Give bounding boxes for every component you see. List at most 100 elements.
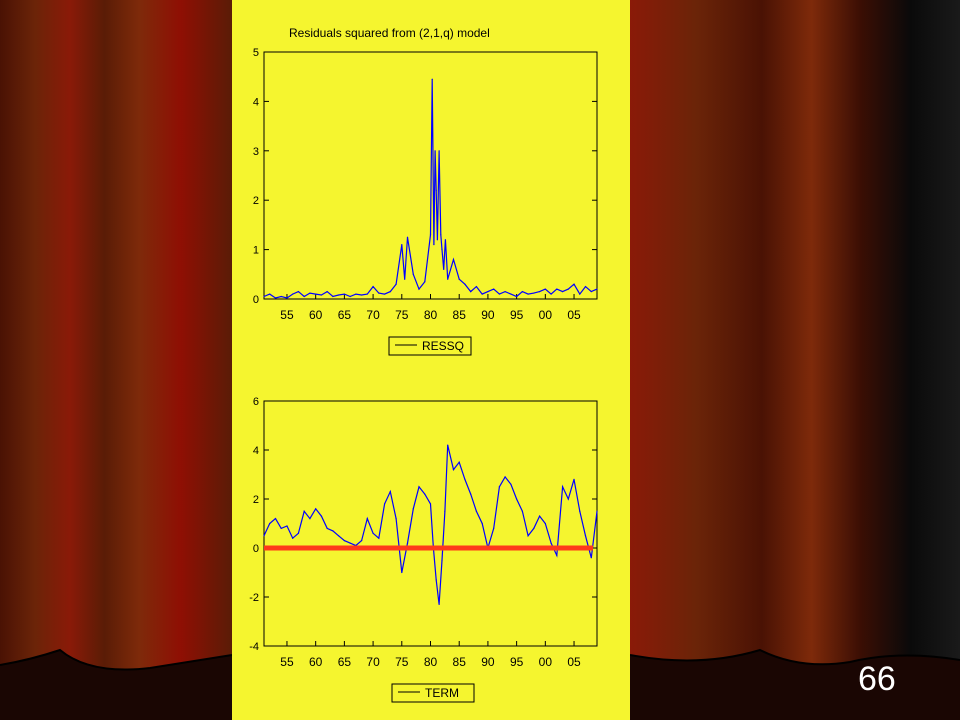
data-point [504, 290, 506, 293]
data-point [412, 508, 414, 510]
data-point [326, 527, 328, 530]
data-point [544, 288, 546, 290]
x-tick-label: 00 [539, 308, 553, 322]
data-point [493, 288, 495, 290]
data-point [436, 239, 438, 241]
data-point [538, 515, 541, 517]
data-point [361, 294, 363, 296]
x-tick-label: 60 [309, 308, 323, 322]
data-point [424, 493, 426, 495]
data-point [395, 283, 397, 285]
legend-label: RESSQ [422, 339, 464, 353]
data-point [441, 559, 443, 561]
x-tick-label: 75 [395, 308, 409, 322]
x-tick-label: 90 [481, 308, 495, 322]
data-point [315, 508, 317, 510]
data-point [452, 258, 455, 261]
data-point [561, 486, 564, 488]
data-point [470, 493, 472, 495]
data-point [431, 78, 433, 80]
x-tick-label: 95 [510, 308, 524, 322]
data-point [269, 293, 271, 295]
x-tick-label: 60 [309, 655, 323, 669]
data-point [366, 518, 368, 520]
data-point [383, 503, 386, 505]
data-point [338, 294, 340, 296]
data-point [355, 293, 357, 295]
data-point [567, 498, 569, 500]
data-point [481, 522, 483, 525]
data-point [372, 286, 374, 288]
data-point [438, 603, 440, 605]
data-point [280, 527, 282, 530]
data-point [361, 540, 363, 542]
y-tick-label: 1 [253, 245, 259, 257]
data-point [332, 530, 334, 532]
data-point [435, 189, 437, 191]
data-point [533, 527, 535, 530]
data-point [378, 292, 380, 294]
data-point [303, 510, 305, 512]
data-point [516, 295, 518, 298]
data-point [573, 478, 575, 480]
data-point [343, 293, 345, 295]
data-point [481, 293, 483, 295]
x-tick-label: 05 [567, 308, 581, 322]
data-point [263, 535, 265, 537]
data-point [516, 498, 518, 500]
data-point [470, 290, 472, 293]
data-point [309, 518, 311, 520]
x-tick-label: 85 [453, 655, 467, 669]
data-point [418, 486, 420, 488]
data-point [280, 295, 282, 298]
legend-label: TERM [425, 686, 459, 700]
data-point [579, 510, 581, 512]
x-tick-label: 70 [366, 308, 380, 322]
data-point [269, 522, 271, 525]
data-point [297, 290, 300, 293]
data-point [303, 295, 305, 298]
plot-frame [263, 51, 598, 300]
data-point [349, 542, 351, 544]
data-point [590, 557, 592, 559]
x-tick-label: 65 [338, 655, 352, 669]
series-line-ressq [263, 79, 598, 299]
data-point [584, 535, 587, 537]
data-point [332, 295, 334, 298]
data-point [274, 518, 277, 520]
data-point [438, 150, 440, 152]
data-point [498, 486, 500, 488]
data-point [487, 290, 489, 293]
chart-title: Residuals squared from (2,1,q) model [289, 26, 490, 40]
x-tick-label: 55 [280, 655, 294, 669]
data-point [372, 532, 374, 534]
data-point [406, 542, 409, 544]
y-tick-label: 5 [253, 47, 259, 59]
data-point [366, 293, 368, 295]
y-tick-label: 0 [253, 294, 259, 306]
legend-box [388, 336, 472, 356]
plot-frame [263, 400, 598, 647]
data-point [444, 510, 446, 512]
chart-panel [232, 0, 630, 720]
data-point [404, 278, 406, 280]
data-point [401, 244, 403, 246]
data-point [433, 244, 435, 246]
x-tick-label: 80 [424, 655, 438, 669]
data-point [429, 503, 432, 505]
data-point [556, 554, 558, 556]
data-point [464, 283, 466, 285]
x-tick-label: 80 [424, 308, 438, 322]
data-point [326, 290, 328, 293]
data-point [343, 540, 345, 542]
data-point [458, 461, 460, 463]
x-tick-label: 85 [453, 308, 467, 322]
data-point [406, 236, 409, 238]
data-point [504, 476, 506, 478]
data-point [429, 234, 432, 236]
x-tick-label: 70 [366, 655, 380, 669]
data-point [383, 293, 386, 295]
data-point [510, 483, 512, 485]
series-line-term [263, 444, 598, 605]
